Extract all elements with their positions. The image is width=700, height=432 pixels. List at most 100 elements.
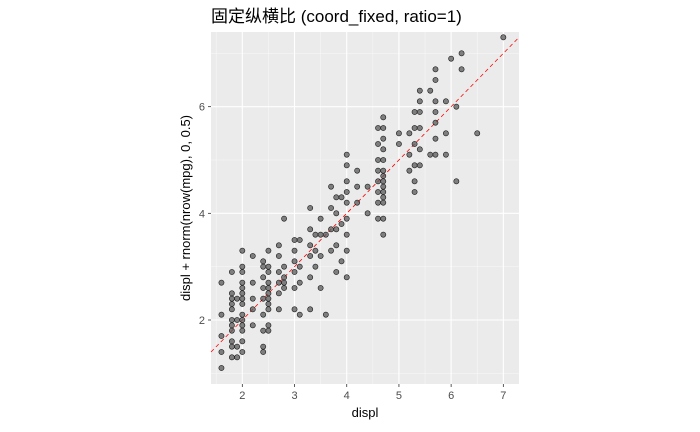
data-point — [364, 183, 371, 190]
data-point — [281, 274, 287, 281]
data-point — [291, 269, 298, 275]
data-point — [281, 279, 287, 286]
data-point — [296, 311, 303, 318]
data-point — [239, 349, 246, 355]
data-point — [432, 109, 439, 115]
data-point — [380, 178, 387, 185]
x-axis-ticks: 2 3 4 5 6 7 — [239, 384, 506, 402]
data-point — [307, 306, 314, 313]
data-point — [328, 183, 334, 190]
data-point — [260, 349, 267, 355]
data-point — [239, 301, 246, 307]
data-point — [307, 205, 314, 211]
data-point — [265, 301, 272, 307]
data-point — [228, 354, 235, 361]
data-point — [307, 242, 314, 249]
x-tick-label: 6 — [448, 390, 454, 402]
data-point — [281, 215, 287, 222]
data-point — [234, 343, 241, 350]
data-point — [265, 322, 272, 329]
data-point — [458, 66, 465, 73]
data-point — [375, 215, 381, 222]
data-point — [239, 322, 246, 329]
data-point — [228, 301, 235, 307]
data-point — [239, 247, 246, 254]
y-tick-label: 2 — [199, 315, 205, 327]
y-tick-label: 6 — [199, 102, 205, 114]
data-point — [265, 247, 272, 254]
x-tick-label: 2 — [239, 390, 245, 402]
data-point — [265, 306, 272, 313]
data-point — [322, 311, 329, 318]
data-point — [275, 269, 282, 275]
data-point — [364, 210, 371, 217]
data-point — [260, 343, 267, 350]
data-point — [260, 327, 267, 334]
data-point — [380, 167, 387, 174]
data-point — [291, 258, 298, 265]
data-point — [275, 290, 282, 297]
data-point — [260, 311, 267, 318]
y-tick-label: 4 — [199, 208, 205, 220]
y-axis-title: displ + rnorm(nrow(mpg), 0, 0.5) — [178, 115, 193, 301]
data-point — [396, 141, 402, 147]
data-point — [448, 55, 455, 62]
data-point — [375, 125, 381, 131]
data-point — [406, 167, 413, 174]
data-point — [281, 285, 287, 291]
data-point — [228, 317, 235, 323]
data-point — [260, 274, 267, 281]
data-point — [234, 317, 241, 323]
data-point — [338, 221, 345, 227]
data-point — [375, 199, 381, 206]
data-point — [411, 189, 418, 195]
data-point — [296, 237, 303, 243]
data-point — [343, 189, 350, 195]
data-point — [228, 343, 235, 350]
data-point — [380, 194, 387, 201]
data-point — [239, 269, 246, 275]
data-point — [228, 290, 235, 297]
data-point — [275, 279, 282, 286]
data-point — [328, 205, 334, 211]
data-point — [416, 98, 423, 105]
x-tick-label: 4 — [344, 390, 350, 402]
data-point — [239, 290, 246, 297]
data-point — [474, 130, 481, 137]
data-point — [260, 263, 267, 270]
data-point — [380, 231, 387, 238]
data-point — [328, 247, 334, 254]
data-point — [406, 130, 413, 137]
data-point — [411, 141, 418, 147]
data-point — [354, 183, 361, 190]
x-axis-title: displ — [352, 405, 379, 420]
data-point — [333, 194, 340, 201]
data-point — [416, 87, 423, 94]
data-point — [343, 178, 350, 185]
data-point — [291, 306, 298, 313]
data-point — [239, 279, 246, 286]
x-tick-label: 3 — [291, 390, 297, 402]
plot-panel — [211, 32, 519, 384]
data-point — [380, 199, 387, 206]
data-point — [343, 162, 350, 169]
data-point — [343, 215, 350, 222]
data-point — [307, 253, 314, 259]
data-point — [317, 285, 324, 291]
data-point — [218, 365, 225, 371]
data-point — [239, 295, 246, 302]
data-point — [453, 103, 460, 110]
data-point — [343, 231, 350, 238]
data-point — [338, 258, 345, 265]
data-point — [218, 333, 225, 339]
data-point — [239, 285, 246, 291]
data-point — [265, 285, 272, 291]
data-point — [427, 151, 434, 158]
data-point — [432, 151, 439, 158]
data-point — [275, 242, 282, 249]
data-point — [312, 263, 319, 270]
data-point — [296, 263, 303, 270]
data-point — [249, 295, 256, 302]
data-point — [312, 231, 319, 238]
data-point — [443, 130, 449, 137]
